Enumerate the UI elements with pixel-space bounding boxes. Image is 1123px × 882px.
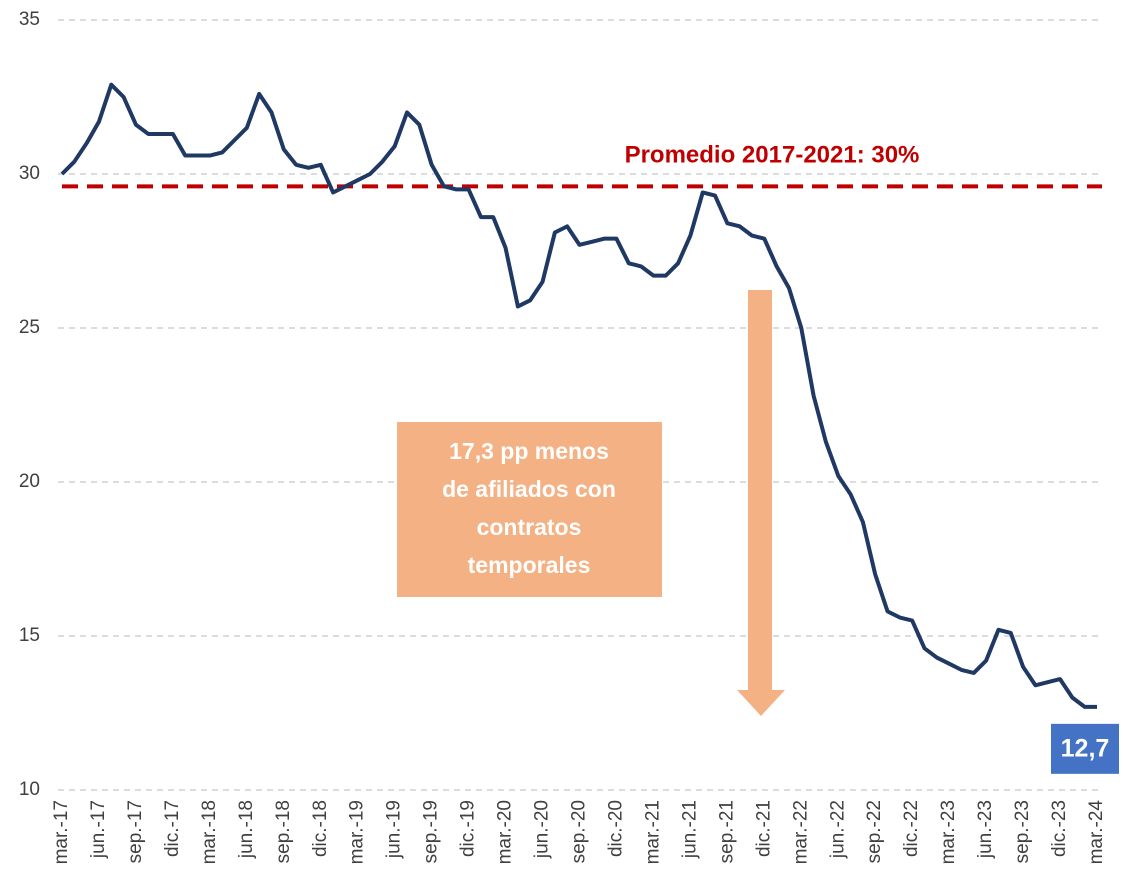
- reference-label: Promedio 2017-2021: 30%: [625, 142, 920, 169]
- x-tick-label: sep.-23: [1012, 800, 1033, 863]
- value-label-box: [1051, 723, 1119, 774]
- x-tick-label: dic.-18: [310, 800, 331, 857]
- x-tick-label: jun.-20: [532, 800, 553, 859]
- x-tick-label: jun.-18: [236, 800, 257, 859]
- y-tick-label: 20: [19, 471, 40, 492]
- annotation-text: de afiliados con: [442, 476, 616, 502]
- x-tick-label: mar.-18: [199, 800, 220, 864]
- x-tick-label: dic.-23: [1049, 800, 1070, 857]
- x-tick-label: dic.-20: [605, 800, 626, 857]
- x-tick-label: mar.-22: [790, 800, 811, 864]
- data-line: [60, 82, 1097, 709]
- annotation-text: temporales: [468, 552, 591, 578]
- x-tick-label: jun.-19: [384, 800, 405, 859]
- value-label: 12,7: [1061, 734, 1110, 762]
- x-tick-label: mar.-24: [1086, 800, 1107, 865]
- y-tick-label: 25: [19, 317, 40, 338]
- x-tick-label: jun.-21: [679, 800, 700, 859]
- x-tick-label: mar.-20: [495, 800, 516, 864]
- x-tick-label: sep.-22: [864, 800, 885, 863]
- x-tick-label: dic.-21: [753, 800, 774, 857]
- x-tick-label: sep.-20: [569, 800, 590, 863]
- x-tick-label: sep.-17: [125, 800, 146, 863]
- arrow-head: [737, 690, 785, 716]
- x-tick-label: jun.-23: [975, 800, 996, 859]
- x-tick-label: jun.-22: [827, 800, 848, 859]
- x-tick-label: jun.-17: [88, 800, 109, 859]
- x-tick-label: sep.-18: [273, 800, 294, 863]
- x-tick-label: dic.-22: [901, 800, 922, 857]
- x-tick-label: mar.-17: [51, 800, 72, 864]
- y-tick-label: 15: [19, 625, 40, 646]
- x-tick-label: dic.-19: [458, 800, 479, 857]
- x-tick-label: sep.-19: [421, 800, 442, 863]
- x-tick-label: mar.-21: [642, 800, 663, 864]
- y-tick-label: 30: [19, 163, 40, 184]
- x-tick-label: mar.-23: [938, 800, 959, 864]
- x-tick-label: dic.-17: [162, 800, 183, 857]
- y-tick-label: 10: [19, 779, 40, 800]
- y-tick-label: 35: [19, 9, 40, 30]
- annotation-text: 17,3 pp menos: [449, 438, 609, 464]
- annotation-text: contratos: [477, 514, 582, 540]
- annotation-box: [397, 422, 662, 597]
- x-tick-label: sep.-21: [716, 800, 737, 863]
- x-tick-label: mar.-19: [347, 800, 368, 864]
